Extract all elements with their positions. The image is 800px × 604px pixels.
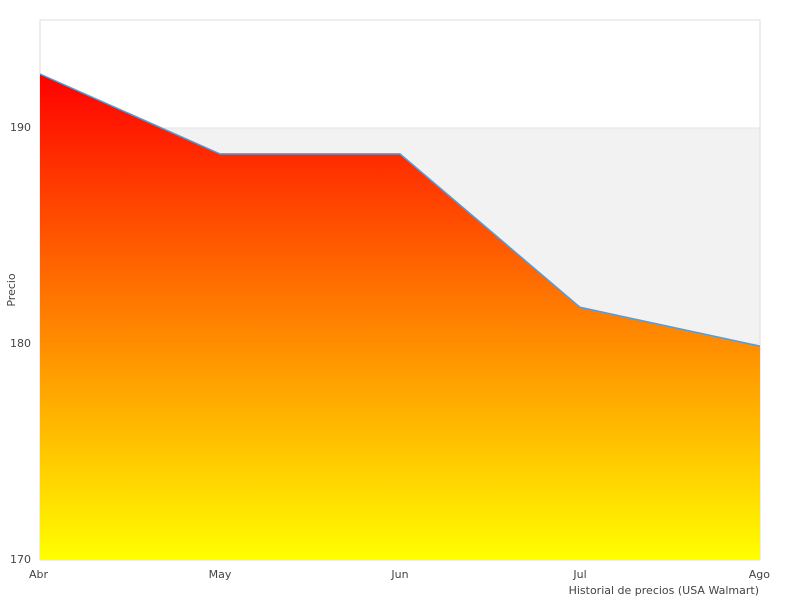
x-tick-label: Jun (390, 568, 408, 581)
y-tick-label: 180 (10, 337, 31, 350)
y-tick-label: 190 (10, 121, 31, 134)
y-tick-label: 170 (10, 553, 31, 566)
line (39, 73, 761, 347)
area (40, 74, 760, 560)
x-tick-label: Ago (749, 568, 771, 581)
x-tick-label: Abr (29, 568, 49, 581)
x-tick-label: May (209, 568, 232, 581)
y-axis-label: Precio (5, 273, 18, 307)
x-tick-label: Jul (572, 568, 586, 581)
x-axis-label: Historial de precios (USA Walmart) (569, 584, 759, 597)
